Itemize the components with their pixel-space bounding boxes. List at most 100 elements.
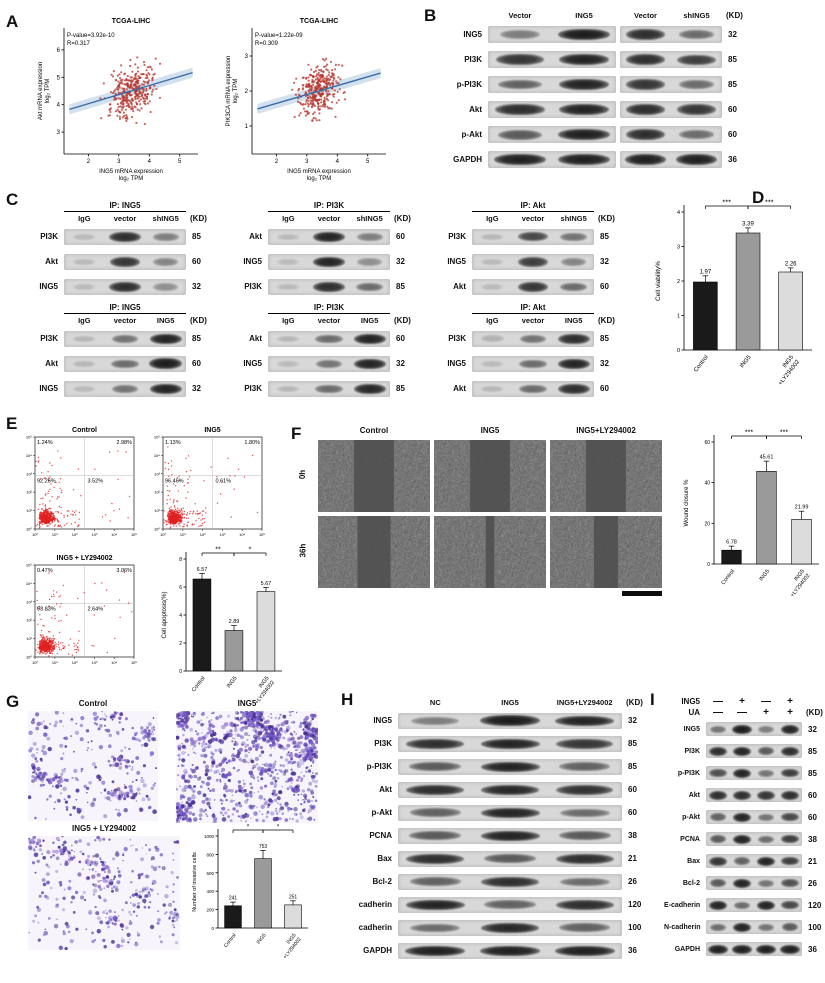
svg-text:ING5 mRNA expression: ING5 mRNA expression (287, 169, 351, 175)
svg-text:10³: 10³ (26, 599, 32, 604)
svg-text:10²: 10² (154, 490, 160, 495)
gel-lane (309, 279, 350, 295)
protein-band (73, 233, 96, 240)
protein-band (732, 944, 752, 954)
svg-text:10⁰: 10⁰ (32, 660, 38, 665)
protein-band (625, 129, 666, 140)
blot-row: p-Akt 60 (664, 806, 824, 828)
protein-band (277, 233, 300, 240)
column-label: IgG (486, 214, 499, 223)
protein-band (111, 334, 139, 343)
svg-text:10⁵: 10⁵ (131, 660, 137, 665)
gel-lane (706, 766, 730, 780)
mw-marker: 32 (396, 359, 405, 368)
protein-label: p-PI3K (456, 80, 482, 89)
significance-marks: ** * (201, 547, 267, 556)
lane-headers: IgG vector shING5 (472, 214, 594, 223)
y-axis: 0 2 4 6 8 Cell apoptosis(%) (162, 552, 187, 675)
treatment-sign: + (739, 696, 745, 707)
mw-marker: 38 (628, 831, 637, 840)
protein-band (559, 808, 610, 817)
gel-lane (754, 788, 778, 802)
gel-lane (472, 356, 513, 372)
svg-text:***: *** (745, 430, 753, 437)
ip-title-row: IP: ING5 (34, 302, 212, 315)
gel-lane (553, 229, 594, 245)
svg-text:10⁴: 10⁴ (111, 532, 117, 537)
blot-row: p-PI3K 85 (444, 72, 750, 97)
protein-band (558, 104, 610, 115)
svg-text:10¹: 10¹ (154, 508, 160, 513)
protein-band (315, 334, 343, 343)
gel-lane (473, 736, 548, 752)
mw-marker: 100 (628, 923, 642, 932)
trend-line (69, 71, 193, 111)
gel-lane (145, 331, 186, 347)
gel-lane (349, 356, 390, 372)
blot-row: PI3K 85 (442, 224, 620, 249)
gel-strip (706, 942, 802, 956)
svg-text:2: 2 (677, 279, 680, 285)
blot-row: Akt 60 (238, 224, 416, 249)
svg-text:3.39: 3.39 (742, 221, 754, 227)
gel-strip (472, 380, 594, 397)
protein-band (555, 853, 614, 864)
coip-block-ip-pi3k-sh: IP: PI3K IgG vector shING5 (KD) Akt 60 ING5 32 PI… (238, 200, 416, 299)
wound-column-header-control: Control (359, 426, 389, 435)
gel-lane (547, 736, 622, 752)
svg-text:R=0.309: R=0.309 (255, 41, 279, 47)
protein-band (481, 335, 504, 342)
gel-strip (620, 101, 722, 118)
panel-label-b: B (424, 6, 437, 25)
column-label: shING5 (356, 214, 383, 223)
svg-text:20: 20 (704, 521, 710, 527)
protein-label: PI3K (448, 232, 466, 241)
gel-lane (398, 920, 473, 936)
protein-band (277, 385, 300, 392)
gel-lane (398, 874, 473, 890)
protein-label: ING5 (447, 257, 466, 266)
blot-row: PI3K 85 (442, 326, 620, 351)
gel-lane (754, 766, 778, 780)
protein-band (556, 738, 614, 749)
wound-gap (469, 440, 511, 512)
protein-band (519, 334, 547, 343)
protein-band (497, 129, 543, 140)
svg-text:0: 0 (707, 562, 710, 568)
treatment-signs: — + — + (706, 696, 802, 707)
gel-lane (472, 381, 513, 397)
blot-row: Akt 60 (444, 97, 750, 122)
protein-band (405, 899, 465, 910)
gel-strip (398, 919, 622, 936)
protein-label: GAPDH (453, 155, 482, 164)
treatment-sign: + (787, 696, 793, 707)
column-label: ING5+LY294002 (556, 698, 613, 707)
gel-strip (64, 355, 186, 372)
kd-label: (KD) (626, 698, 643, 707)
gel-lane (349, 254, 390, 270)
mw-marker: 21 (628, 854, 637, 863)
gel-lane (398, 851, 473, 867)
gel-lane (309, 356, 350, 372)
protein-band (708, 790, 728, 800)
wound-image (550, 440, 662, 512)
gel-lane (473, 920, 548, 936)
protein-band (756, 944, 776, 954)
gel-lane (64, 381, 105, 397)
flow-points (35, 571, 133, 657)
svg-text:10⁴: 10⁴ (154, 453, 160, 458)
gel-lane (398, 782, 473, 798)
gel-lane (473, 759, 548, 775)
gel-lane (620, 126, 671, 143)
scatter-plot-akt-vs-ing5: TCGA-LIHC P-value=3.92e-10 R=0.317 2 3 4 5 3 4 5 6… (34, 14, 204, 182)
panel-label-d: D (752, 188, 765, 207)
gel-lane (473, 851, 548, 867)
gel-lane (472, 279, 513, 295)
gel-lane (513, 254, 554, 270)
svg-text:Control: Control (693, 355, 710, 374)
gel-lane (513, 229, 554, 245)
svg-text:ING5 mRNA expression: ING5 mRNA expression (99, 169, 163, 175)
invasive-cells-bar-chart: 0 200 400 600 800 1000 Number of invasive cell… (190, 824, 314, 982)
protein-label: Bax (687, 857, 700, 865)
treatment-label: UA (688, 708, 700, 717)
